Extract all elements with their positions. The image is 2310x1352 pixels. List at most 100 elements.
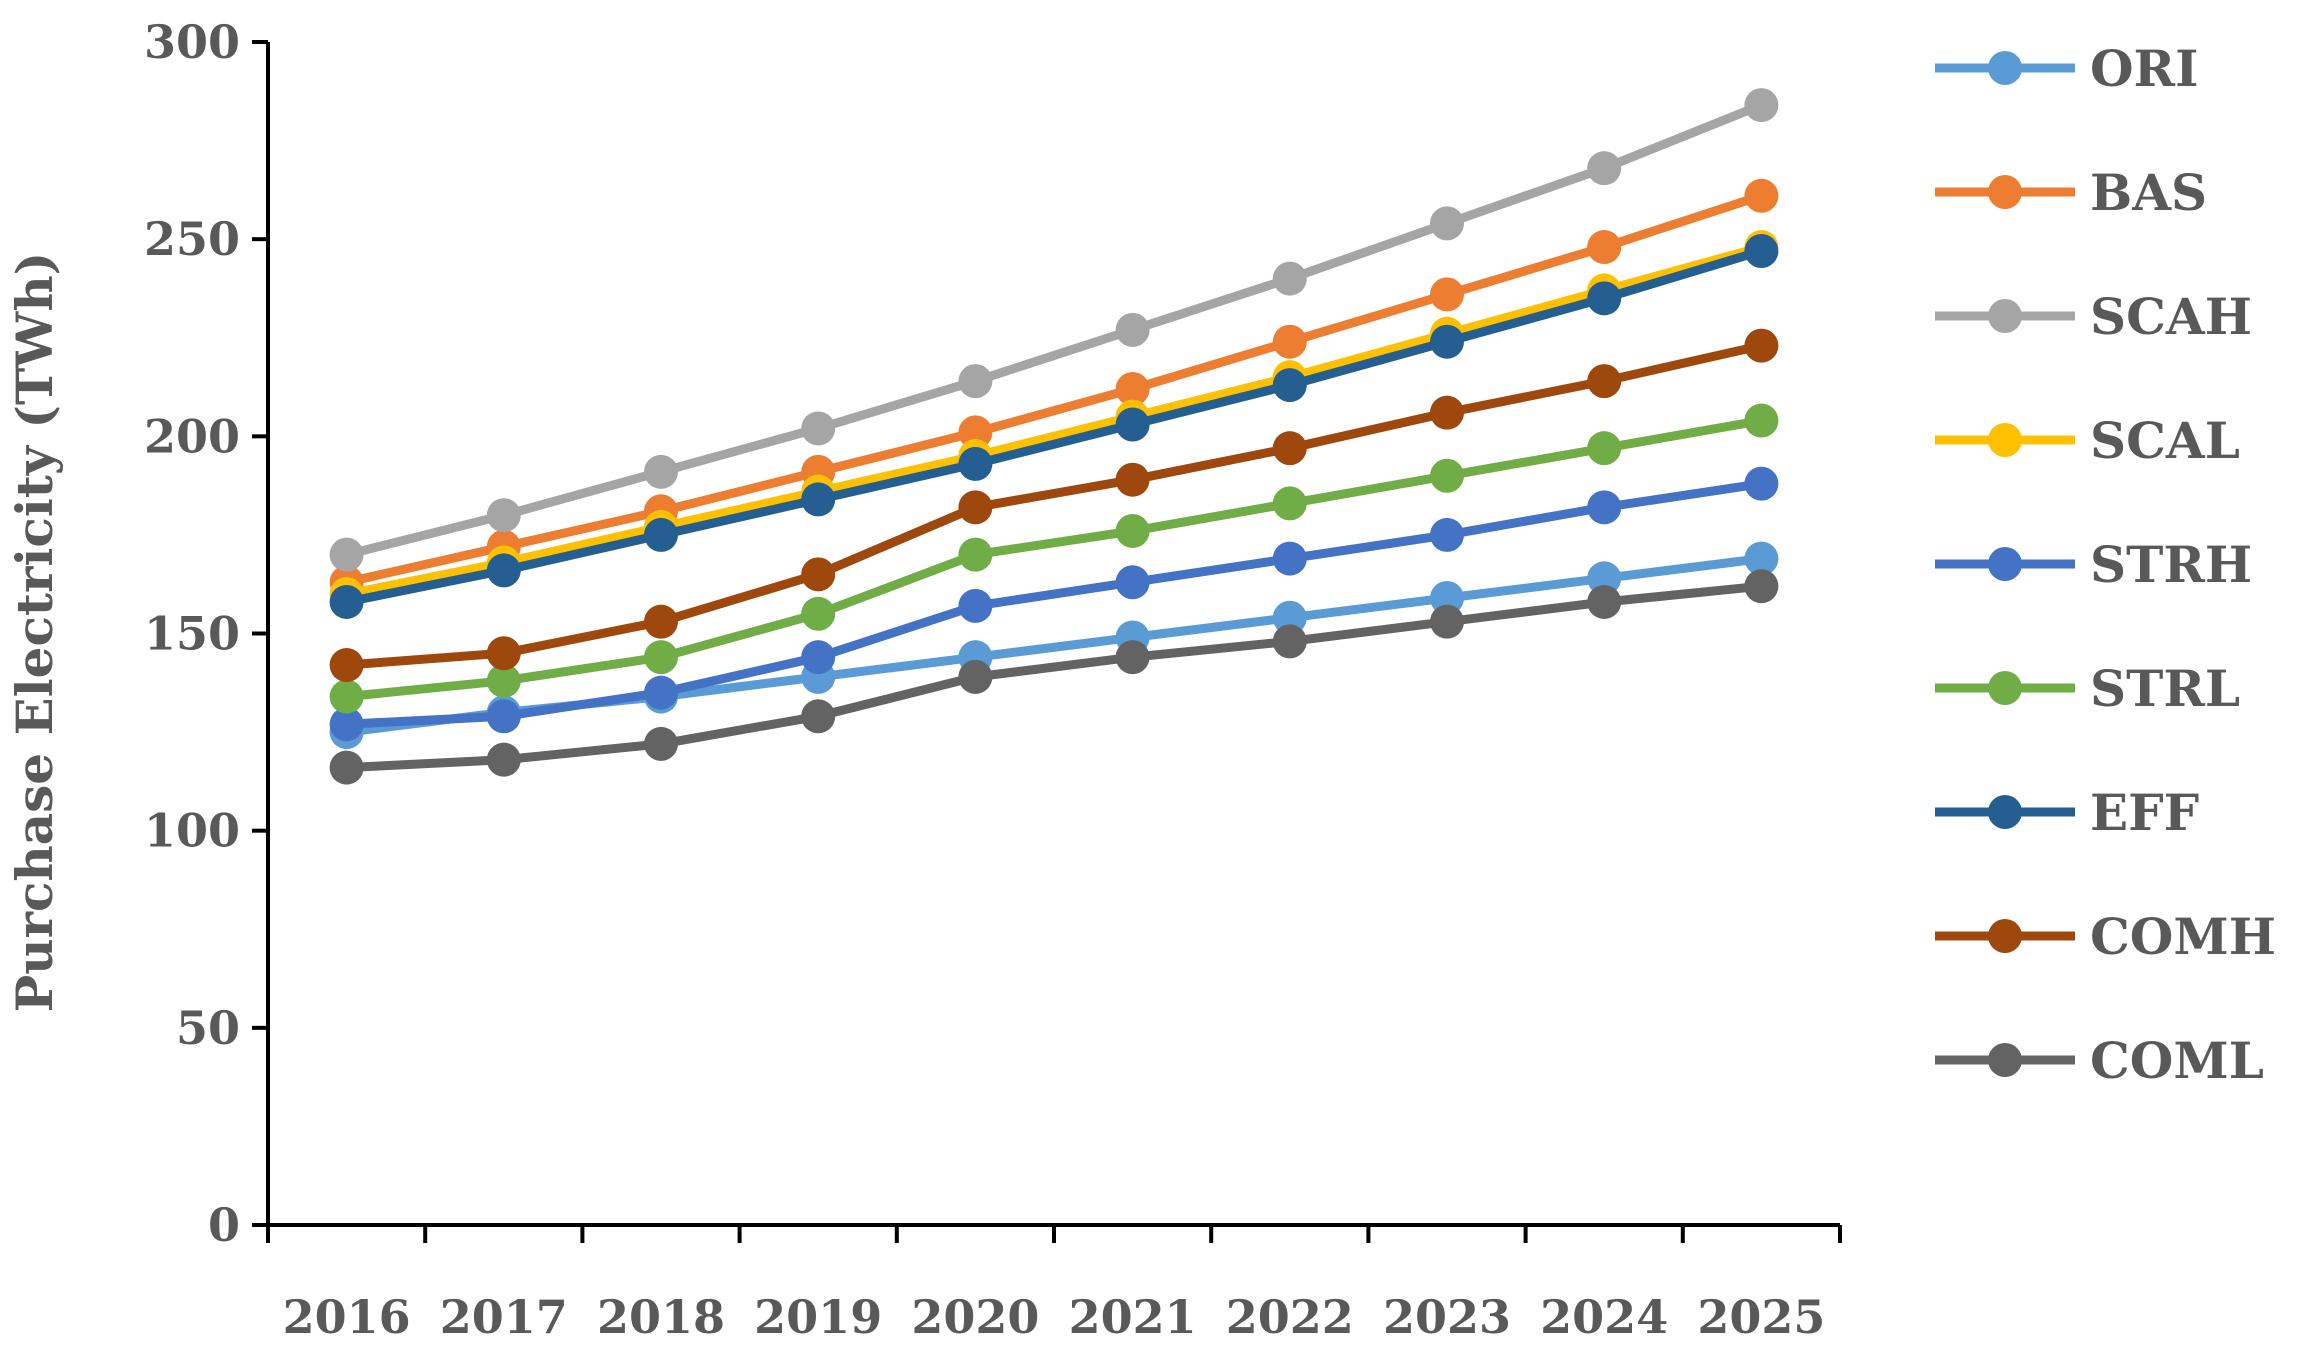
data-point [801, 482, 836, 517]
series-line [346, 479, 1763, 729]
data-point [644, 640, 678, 675]
data-point [1115, 407, 1150, 442]
legend-label: SCAL [2090, 411, 2240, 470]
series-coml [329, 569, 1779, 785]
legend-marker [1988, 919, 2022, 953]
legend-item-eff: EFF [1935, 783, 2199, 842]
data-point [1587, 490, 1622, 525]
data-point [801, 596, 836, 631]
legend-item-ori: ORI [1935, 39, 2199, 98]
series-scah [329, 88, 1779, 572]
data-point [1744, 569, 1779, 604]
data-point [1587, 281, 1622, 316]
data-point [1587, 561, 1622, 596]
data-point [329, 648, 364, 683]
series-line [345, 242, 1763, 599]
legend-label: EFF [2090, 783, 2199, 842]
y-tick-label: 300 [144, 15, 240, 69]
data-point [486, 498, 521, 533]
data-point [1115, 513, 1150, 548]
data-point [1115, 640, 1150, 675]
y-tick-label: 0 [208, 1198, 240, 1252]
x-tick-label: 2024 [1540, 1290, 1668, 1344]
legend-item-coml: COML [1935, 1031, 2264, 1090]
data-point [1115, 565, 1150, 600]
x-tick-label: 2017 [440, 1290, 568, 1344]
data-point [801, 699, 836, 734]
data-point [1587, 230, 1622, 265]
x-tick-label: 2016 [283, 1290, 411, 1344]
y-tick-label: 50 [176, 1001, 240, 1055]
legend-label: COML [2090, 1031, 2264, 1090]
y-tick-label: 250 [144, 212, 240, 266]
legend-marker [1988, 1043, 2022, 1077]
data-point [1430, 206, 1464, 241]
axes [266, 42, 1840, 1227]
data-point [1272, 486, 1307, 521]
data-point [1430, 604, 1464, 639]
data-point [644, 726, 678, 761]
data-point [1430, 458, 1464, 493]
x-tick-label: 2020 [911, 1290, 1039, 1344]
x-tick-label: 2023 [1383, 1290, 1511, 1344]
legend-marker [1988, 671, 2022, 705]
data-point [329, 750, 364, 785]
legend-marker [1988, 299, 2022, 333]
data-point [1587, 151, 1622, 186]
legend-marker [1988, 795, 2022, 829]
data-point [1272, 368, 1307, 403]
data-point [1744, 541, 1779, 576]
data-point [1272, 261, 1307, 296]
data-point [958, 490, 993, 525]
data-point [1115, 312, 1150, 347]
data-point [329, 537, 364, 572]
data-point [1115, 372, 1150, 407]
series-line [345, 246, 1763, 607]
legend-label: ORI [2090, 39, 2199, 98]
data-point [1115, 462, 1150, 497]
data-point [1744, 403, 1779, 438]
series-line [345, 191, 1763, 587]
data-point [1587, 584, 1622, 619]
data-point [1272, 431, 1307, 466]
legend-marker [1988, 175, 2022, 209]
y-axis-title: Purchase Electricity (TWh) [5, 252, 64, 1013]
data-point [329, 679, 364, 714]
legend-marker [1988, 51, 2022, 85]
legend-label: COMH [2090, 907, 2276, 966]
data-point [1587, 431, 1622, 466]
data-point [1430, 395, 1464, 430]
data-point [1744, 233, 1779, 268]
data-point [1430, 581, 1464, 616]
y-axis-ticks: 0 50 100 150 200 250 300 [144, 15, 268, 1252]
series-scal [329, 230, 1779, 612]
data-point [486, 636, 521, 671]
data-point [958, 588, 993, 623]
data-point [1744, 178, 1779, 213]
data-point [486, 663, 521, 698]
data-point [1272, 541, 1307, 576]
data-point [1430, 277, 1464, 312]
x-tick-label: 2022 [1226, 1290, 1354, 1344]
y-tick-label: 100 [144, 804, 240, 858]
legend-label: STRL [2090, 659, 2240, 718]
x-axis-ticks: 2016 2017 2018 2019 2020 2021 2022 2023 2024 2025 [266, 1225, 1842, 1344]
series-strh [329, 466, 1779, 742]
legend-label: SCAH [2090, 287, 2252, 346]
legend-label: STRH [2090, 535, 2252, 594]
data-point [644, 517, 678, 552]
legend-item-strl: STRL [1935, 659, 2240, 718]
y-tick-label: 200 [144, 409, 240, 463]
series-line [346, 416, 1763, 702]
data-point [1587, 364, 1622, 399]
data-point [1430, 324, 1464, 359]
data-point [958, 537, 993, 572]
data-point [1272, 324, 1307, 359]
data-point [1744, 88, 1779, 123]
x-tick-label: 2018 [597, 1290, 725, 1344]
series-strl [329, 403, 1779, 714]
data-point [1430, 517, 1464, 552]
series-comh [329, 328, 1779, 683]
data-point [958, 415, 993, 450]
